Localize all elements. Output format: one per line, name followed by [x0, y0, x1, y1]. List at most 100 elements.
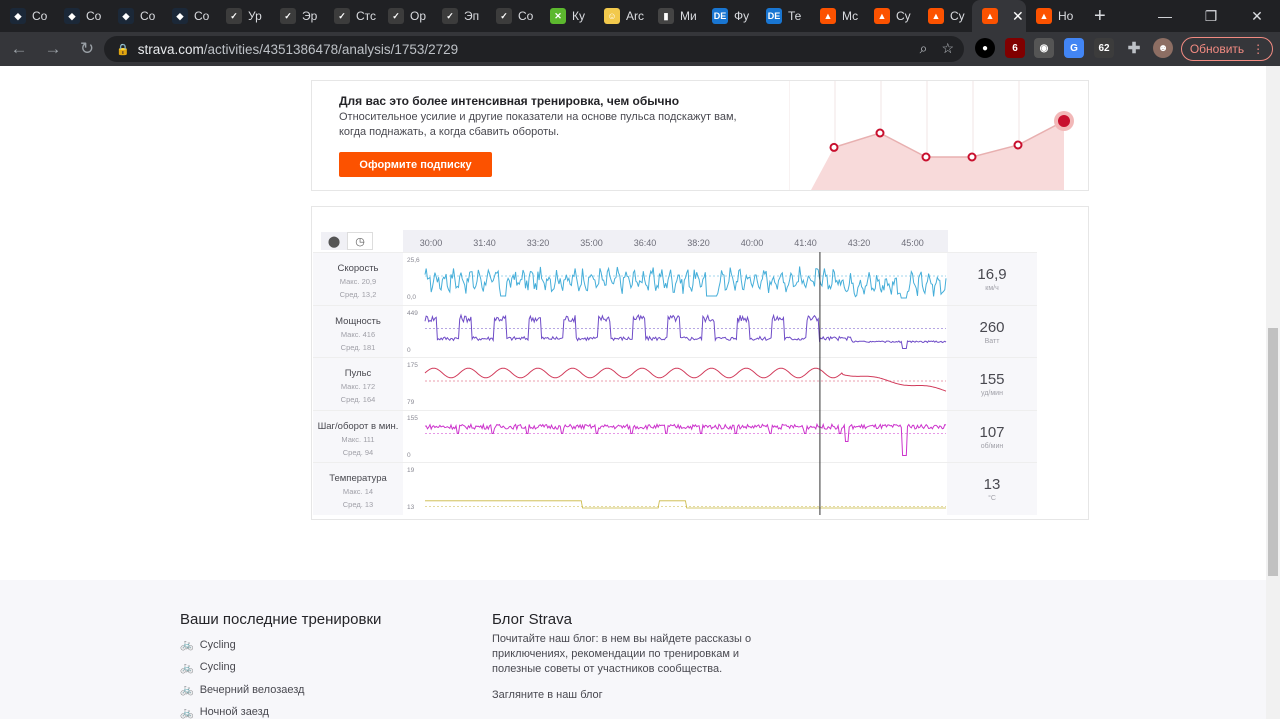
y-axis-bottom-label: 0,0 — [407, 294, 417, 301]
stream-avg: Сред. 13,2 — [339, 290, 377, 299]
strava-icon: ▲ — [982, 8, 998, 24]
stream-max: Макс. 172 — [340, 382, 376, 391]
browser-tab[interactable]: ◆ Co — [162, 0, 216, 32]
game-icon: ✓ — [280, 8, 296, 24]
zoom-search-icon[interactable]: ⌕ — [919, 40, 928, 56]
analysis-chart: ⬤ ◷ 30:00 31:40 33:20 35:00 36:40 38:20 40:00 4… — [313, 230, 1037, 515]
browser-tab[interactable]: DE Те — [756, 0, 810, 32]
time-tick-label: 40:00 — [740, 238, 764, 248]
steam-icon: ◆ — [172, 8, 188, 24]
browser-tab[interactable]: ✓ Эп — [432, 0, 486, 32]
browser-tab[interactable]: ▮ Ми — [648, 0, 702, 32]
recent-activity-item[interactable]: 🚲 Cycling — [180, 638, 236, 652]
time-tick-label: 33:20 — [526, 238, 550, 248]
browser-tab[interactable]: ▲ ✕ — [972, 0, 1026, 32]
time-tick-label: 36:40 — [633, 238, 657, 248]
game-icon: ✓ — [442, 8, 458, 24]
stream-current-value: 13 °C — [947, 463, 1037, 515]
tab-label: Co — [86, 9, 102, 23]
ublock-icon[interactable]: 6 — [1005, 38, 1025, 58]
tab-label: Эр — [302, 9, 318, 23]
strava-icon: ▲ — [1036, 8, 1052, 24]
y-axis-top-label: 449 — [407, 309, 418, 317]
relative-effort-promo: Для вас это более интенсивная тренировка… — [311, 80, 1089, 191]
stream-unit: км/ч — [985, 285, 999, 292]
stream-name: Шаг/оборот в мин. — [317, 420, 399, 432]
tab-close-icon[interactable]: ✕ — [1012, 7, 1024, 24]
browser-tab[interactable]: ✓ Ор — [378, 0, 432, 32]
recent-activity-item[interactable]: 🚲 Cycling — [180, 661, 236, 674]
more-menu-icon[interactable]: ⋮ — [1252, 42, 1265, 56]
update-browser-button[interactable]: Обновить ⋮ — [1181, 37, 1273, 61]
y-axis-bottom-label: 13 — [407, 504, 415, 511]
update-label: Обновить — [1189, 42, 1245, 56]
de-icon: DE — [766, 8, 782, 24]
browser-tab[interactable]: ▲ Мс — [810, 0, 864, 32]
recent-activity-item[interactable]: 🚲 Вечерний велозаезд — [180, 683, 304, 697]
minimize-icon[interactable]: — — [1158, 8, 1172, 24]
extension-circle-icon[interactable]: ● — [975, 38, 995, 58]
stream-max: Макс. 20,9 — [339, 277, 377, 286]
translate-icon[interactable]: G — [1064, 38, 1084, 58]
camera-icon[interactable]: ◉ — [1034, 38, 1054, 58]
promo-area — [811, 121, 1064, 190]
promo-point — [829, 142, 839, 152]
browser-tab[interactable]: ✓ Co — [486, 0, 540, 32]
tab-label: Мс — [842, 9, 859, 23]
restore-icon[interactable]: ❐ — [1204, 7, 1218, 24]
stream-current-value: 16,9 км/ч — [947, 253, 1037, 305]
browser-tab[interactable]: ◆ Co — [108, 0, 162, 32]
tab-label: Co — [518, 9, 534, 23]
extension-badge-icon[interactable]: 62 — [1094, 38, 1114, 58]
promo-point — [875, 128, 885, 138]
extensions-puzzle-icon[interactable]: ✚ — [1127, 40, 1141, 57]
stream-max: Макс. 14 — [342, 487, 374, 496]
back-icon[interactable]: ← — [10, 39, 28, 58]
map-pin-icon[interactable]: ⬤ — [321, 232, 347, 250]
scrollbar-thumb[interactable] — [1268, 328, 1278, 576]
promo-point — [1058, 115, 1070, 127]
tab-label: Ми — [680, 9, 697, 23]
stream-trace-temp — [425, 500, 946, 509]
streams-plot[interactable] — [403, 252, 948, 515]
browser-tab[interactable]: ✓ Стс — [324, 0, 378, 32]
forward-icon[interactable]: → — [44, 39, 62, 58]
profile-avatar[interactable]: ☻ — [1153, 38, 1173, 58]
recent-activity-item[interactable]: 🚲 Ночной заезд — [180, 706, 269, 719]
tab-label: Ор — [410, 9, 427, 23]
new-tab-icon[interactable]: + — [1094, 4, 1106, 27]
de-icon: DE — [712, 8, 728, 24]
stream-current-value: 107 об/мин — [947, 410, 1037, 463]
browser-tab[interactable]: ▲ Су — [864, 0, 918, 32]
clock-icon[interactable]: ◷ — [347, 232, 373, 250]
promo-point — [1013, 140, 1023, 150]
browser-tab[interactable]: ✓ Ур — [216, 0, 270, 32]
page-scrollbar[interactable] — [1266, 66, 1280, 719]
stream-value: 155 — [979, 371, 1005, 388]
bookmark-star-icon[interactable]: ☆ — [941, 40, 954, 56]
relative-effort-graphic — [789, 81, 1074, 190]
game-icon: ✓ — [226, 8, 242, 24]
browser-tab[interactable]: ☺ Arc — [594, 0, 648, 32]
url-path: /activities/4351386478/analysis/1753/272… — [203, 41, 459, 57]
browser-tab[interactable]: ▲ Су — [918, 0, 972, 32]
address-bar[interactable]: 🔒 strava.com /activities/4351386478/anal… — [104, 36, 964, 62]
subscribe-button[interactable]: Оформите подписку — [339, 152, 492, 177]
browser-tab[interactable]: ✕ Ку — [540, 0, 594, 32]
browser-tab[interactable]: ▲ Но — [1026, 0, 1084, 32]
browser-toolbar: ← → ↻ 🔒 strava.com /activities/435138647… — [0, 32, 1280, 66]
browser-tab[interactable]: ◆ Co — [54, 0, 108, 32]
browser-tab[interactable]: ✓ Эр — [270, 0, 324, 32]
browser-tab[interactable]: ◆ Co — [0, 0, 54, 32]
blog-link[interactable]: Загляните в наш блог — [492, 689, 603, 701]
close-window-icon[interactable]: ✕ — [1251, 7, 1263, 24]
stream-avg: Сред. 164 — [340, 395, 376, 404]
recent-activity-label: Ночной заезд — [199, 706, 269, 718]
footer: Ваши последние тренировки 🚲 Cycling 🚲 Cycli… — [0, 580, 1266, 719]
stream-name: Температура — [329, 473, 387, 484]
browser-tab[interactable]: DE Фу — [702, 0, 756, 32]
analysis-panel: ⬤ ◷ 30:00 31:40 33:20 35:00 36:40 38:20 40:00 4… — [311, 206, 1089, 520]
blog-title: Блог Strava — [492, 611, 572, 628]
reload-icon[interactable]: ↻ — [79, 39, 95, 58]
promo-point — [921, 152, 931, 162]
